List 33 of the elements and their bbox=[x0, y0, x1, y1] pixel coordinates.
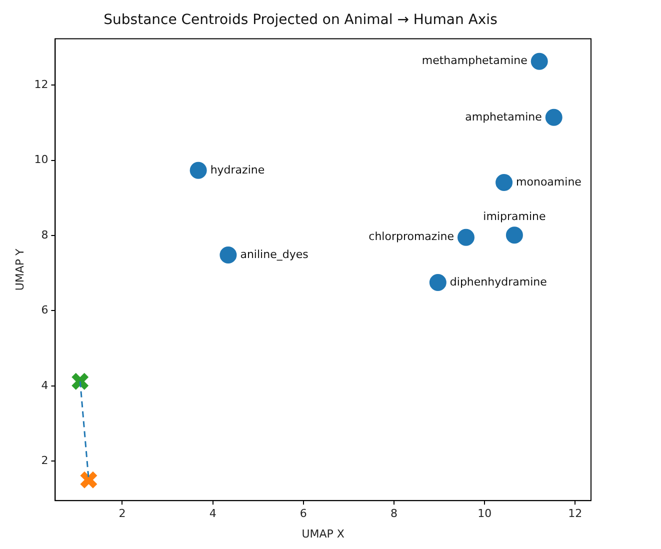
chart-title: Substance Centroids Projected on Animal → Human Axis bbox=[104, 12, 498, 28]
point bbox=[457, 228, 474, 246]
x-tick-label: 10 bbox=[478, 507, 492, 520]
x-tick-label: 4 bbox=[209, 507, 216, 520]
point bbox=[70, 372, 90, 391]
x-tick-label: 8 bbox=[390, 507, 398, 520]
x-tick-label: 6 bbox=[300, 507, 307, 520]
point bbox=[79, 470, 98, 490]
point bbox=[220, 246, 237, 264]
point bbox=[530, 52, 548, 70]
y-tick-label: 6 bbox=[41, 304, 48, 317]
y-axis-title: UMAP Y bbox=[13, 248, 26, 291]
annotation: hydrazine bbox=[210, 163, 265, 176]
x-tick-label: 12 bbox=[568, 507, 582, 520]
point bbox=[545, 108, 562, 126]
point bbox=[506, 226, 523, 244]
point bbox=[190, 162, 207, 179]
y-tick-label: 8 bbox=[41, 228, 48, 242]
x-axis-title: UMAP X bbox=[302, 527, 345, 540]
x-tick-label: 2 bbox=[118, 507, 126, 520]
y-tick-label: 2 bbox=[41, 454, 48, 467]
annotation: aniline_dyes bbox=[240, 248, 309, 261]
point bbox=[429, 274, 446, 291]
annotation: chlorpromazine bbox=[368, 230, 454, 244]
annotation: diphenhydramine bbox=[450, 275, 548, 288]
y-tick-label: 4 bbox=[41, 378, 48, 392]
annotation: amphetamine bbox=[465, 110, 542, 124]
annotation: methamphetamine bbox=[422, 54, 528, 68]
y-tick-label: 10 bbox=[34, 153, 48, 166]
annotation: monoamine bbox=[516, 175, 582, 188]
annotation: imipramine bbox=[483, 210, 546, 223]
y-tick-label: 12 bbox=[34, 78, 48, 91]
point bbox=[496, 174, 513, 191]
